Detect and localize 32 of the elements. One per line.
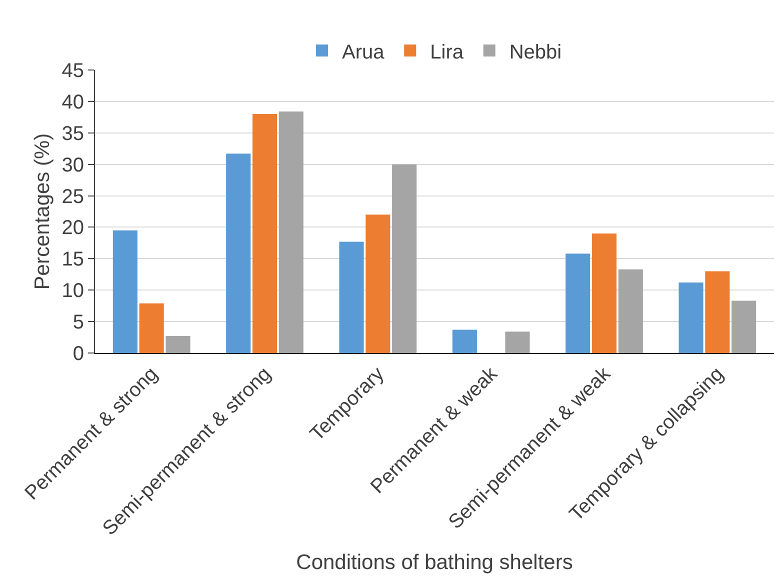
- y-tick-label: 45: [62, 60, 84, 82]
- legend-label: Nebbi: [509, 41, 562, 64]
- legend-label: Arua: [342, 41, 386, 64]
- y-tick-label: 20: [62, 217, 84, 240]
- y-tick-label: 25: [62, 186, 84, 208]
- bar: [452, 330, 477, 353]
- y-tick-label: 5: [72, 312, 84, 334]
- bar: [339, 242, 364, 353]
- y-tick-label: 40: [62, 91, 84, 114]
- bar: [278, 112, 304, 353]
- y-axis-title: Percentages (%): [30, 133, 54, 290]
- bar: [392, 164, 417, 353]
- bar: [112, 230, 138, 353]
- bar: [166, 336, 190, 353]
- y-tick-label: 30: [62, 154, 84, 176]
- bar: [732, 300, 756, 353]
- y-tick-label: 15: [62, 248, 84, 271]
- legend-label: Lira: [430, 41, 464, 64]
- bar: [592, 234, 617, 353]
- bar: [566, 254, 590, 353]
- bar: [226, 154, 251, 353]
- bar: [139, 303, 164, 353]
- bar: [505, 332, 530, 353]
- bar: [252, 114, 278, 353]
- x-axis-title: Conditions of bathing shelters: [296, 550, 573, 574]
- bar: [618, 269, 643, 353]
- bar: [705, 271, 730, 353]
- y-tick-label: 10: [62, 280, 84, 302]
- bar: [366, 214, 390, 353]
- y-tick-label: 0: [72, 343, 84, 365]
- y-tick-label: 35: [62, 122, 84, 145]
- bar: [678, 282, 704, 353]
